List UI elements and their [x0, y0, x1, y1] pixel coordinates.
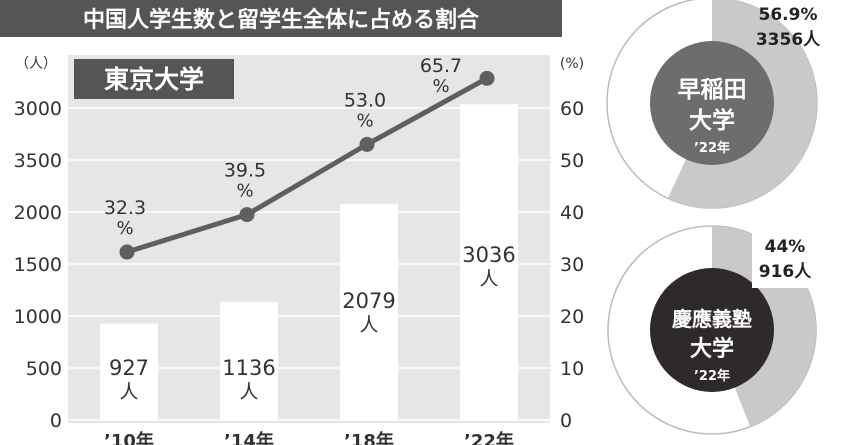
y-tick-label: 1000 [14, 306, 62, 328]
university-label: 東京大学 [104, 65, 204, 94]
y2-tick-label: 0 [560, 410, 572, 432]
y2-tick-label: 10 [560, 358, 584, 380]
x-tick-label: ’22年 [464, 430, 514, 445]
x-tick-label: ’10年 [104, 430, 154, 445]
y-tick-label: 2000 [14, 202, 62, 224]
y2-tick-label: 50 [560, 150, 584, 172]
y2-tick-label: 20 [560, 306, 584, 328]
percent-unit-label: % [356, 110, 373, 131]
percent-value-label: 32.3 [104, 197, 146, 219]
bar-value-label: 1136 [222, 356, 275, 380]
bar [100, 323, 158, 420]
y2-tick-label: 60 [560, 98, 584, 120]
percent-point [239, 207, 255, 223]
bar-value-label: 2079 [342, 289, 395, 313]
percent-value-label: 53.0 [344, 89, 386, 111]
keio-label-box [752, 230, 818, 288]
y2-axis-unit: (%) [560, 56, 584, 72]
title-bar [0, 0, 562, 37]
waseda-name-line1: 早稲田 [678, 77, 747, 103]
y-tick-label: 1500 [14, 254, 62, 276]
x-axis-ticks: ’10年 ’14年 ’18年 ’22年 [104, 430, 514, 445]
chart-title: 中国人学生数と留学生全体に占める割合 [83, 7, 480, 33]
y-tick-label: 3500 [14, 150, 62, 172]
percent-point [479, 70, 495, 86]
percent-value-label: 39.5 [224, 160, 266, 182]
bar [340, 203, 398, 420]
waseda-count-label: 3356人 [756, 30, 821, 50]
percent-unit-label: % [432, 76, 449, 97]
y2-tick-label: 30 [560, 254, 584, 276]
percent-unit-label: % [236, 181, 253, 202]
keio-name-line2: 大学 [690, 336, 734, 362]
y-tick-label: 0 [50, 410, 62, 432]
university-label-box [74, 59, 234, 99]
waseda-donut: 早稲田 大学 ’22年 56.9% 3356人 [606, 0, 821, 209]
percent-point [119, 244, 135, 260]
y-axis-ticks: 0 500 1000 1500 2000 3500 3000 [14, 98, 62, 432]
bar-value-label: 3036 [462, 243, 515, 267]
waseda-name-line2: 大学 [689, 107, 735, 134]
keio-name-line1: 慶應義塾 [672, 307, 752, 331]
waseda-center [650, 41, 774, 165]
keio-donut: 慶應義塾 大学 ’22年 44% 916人 [607, 225, 818, 435]
x-tick-label: ’18年 [344, 430, 394, 445]
y2-tick-label: 40 [560, 202, 584, 224]
percent-line: 32.3%39.5%53.0%65.7% [104, 55, 495, 260]
bar [220, 301, 278, 420]
y-tick-label: 500 [26, 358, 62, 380]
y-axis-unit: （人） [15, 56, 57, 72]
percent-line-path [126, 76, 489, 255]
waseda-year: ’22年 [694, 140, 730, 156]
bar [460, 104, 518, 421]
percent-point [359, 136, 375, 152]
x-tick-label: ’14年 [224, 430, 274, 445]
keio-year: ’22年 [694, 368, 730, 384]
keio-count-label: 916人 [759, 262, 812, 282]
percent-value-label: 65.7 [420, 55, 462, 77]
keio-center [650, 268, 774, 392]
y-tick-label: 3000 [14, 98, 62, 120]
waseda-percent-label: 56.9% [759, 5, 818, 25]
percent-unit-label: % [116, 218, 133, 239]
keio-percent-label: 44% [765, 237, 806, 257]
bar-unit-label: 人 [239, 381, 258, 403]
bar-unit-label: 人 [359, 314, 378, 336]
bar-unit-label: 人 [119, 381, 138, 403]
y2-axis-ticks: 0 10 20 30 40 50 60 [560, 98, 584, 432]
bar-unit-label: 人 [479, 268, 498, 290]
bar-value-label: 927 [109, 356, 149, 380]
